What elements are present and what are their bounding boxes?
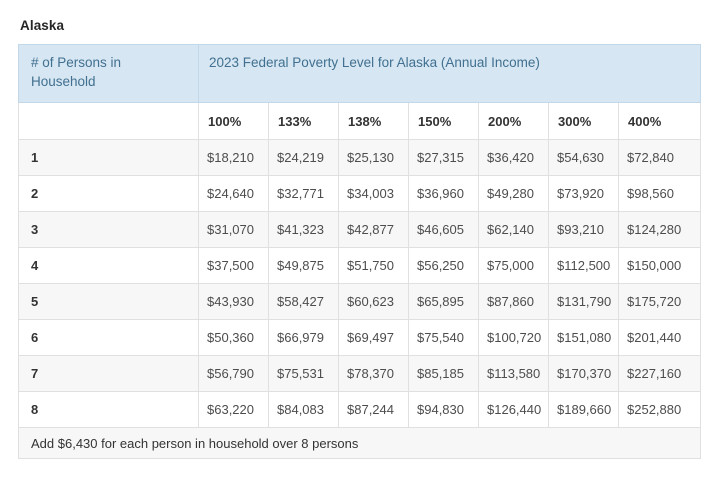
value-cell: $27,315	[408, 139, 479, 176]
value-cell: $98,560	[617, 175, 702, 212]
value-cell: $56,790	[198, 355, 269, 392]
value-cell: $227,160	[617, 355, 702, 392]
value-cell: $51,750	[338, 247, 409, 284]
percent-header-300: 300%	[548, 102, 619, 140]
value-cell: $50,360	[198, 319, 269, 356]
value-cell: $36,420	[478, 139, 549, 176]
value-cell: $189,660	[548, 391, 619, 428]
value-cell: $126,440	[478, 391, 549, 428]
value-cell: $49,875	[268, 247, 339, 284]
persons-cell: 4	[18, 247, 199, 284]
value-cell: $94,830	[408, 391, 479, 428]
percent-header-100: 100%	[198, 102, 269, 140]
persons-cell: 1	[18, 139, 199, 176]
value-cell: $43,930	[198, 283, 269, 320]
page-title: Alaska	[20, 18, 65, 33]
value-cell: $36,960	[408, 175, 479, 212]
value-cell: $151,080	[548, 319, 619, 356]
persons-cell: 6	[18, 319, 199, 356]
value-cell: $34,003	[338, 175, 409, 212]
value-cell: $46,605	[408, 211, 479, 248]
value-cell: $60,623	[338, 283, 409, 320]
footer-note-row: Add $6,430 for each person in household …	[17, 427, 702, 459]
value-cell: $72,840	[617, 139, 702, 176]
value-cell: $175,720	[617, 283, 702, 320]
value-cell: $150,000	[617, 247, 702, 284]
value-cell: $32,771	[268, 175, 339, 212]
percent-header-200: 200%	[478, 102, 549, 140]
value-cell: $100,720	[478, 319, 549, 356]
table-foot: Add $6,430 for each person in household …	[17, 427, 702, 459]
value-cell: $75,000	[478, 247, 549, 284]
persons-cell: 8	[18, 391, 199, 428]
value-cell: $54,630	[548, 139, 619, 176]
value-cell: $66,979	[268, 319, 339, 356]
value-cell: $62,140	[478, 211, 549, 248]
value-cell: $131,790	[548, 283, 619, 320]
persons-cell: 5	[18, 283, 199, 320]
value-cell: $75,540	[408, 319, 479, 356]
table-header-row: # of Persons in Household 2023 Federal P…	[18, 44, 702, 103]
persons-cell: 7	[18, 355, 199, 392]
persons-cell: 2	[18, 175, 199, 212]
value-cell: $93,210	[548, 211, 619, 248]
value-cell: $31,070	[198, 211, 269, 248]
percent-header-row: 100% 133% 138% 150% 200% 300% 400%	[18, 102, 702, 140]
value-cell: $65,895	[408, 283, 479, 320]
percent-header-150: 150%	[408, 102, 479, 140]
table-row: 2 $24,640 $32,771 $34,003 $36,960 $49,28…	[18, 175, 702, 212]
value-cell: $63,220	[198, 391, 269, 428]
value-cell: $78,370	[338, 355, 409, 392]
persons-header-cell: # of Persons in Household	[18, 44, 199, 103]
value-cell: $75,531	[268, 355, 339, 392]
fpl-table: # of Persons in Household 2023 Federal P…	[17, 44, 702, 459]
table-row: 4 $37,500 $49,875 $51,750 $56,250 $75,00…	[18, 247, 702, 284]
table-row: 5 $43,930 $58,427 $60,623 $65,895 $87,86…	[18, 283, 702, 320]
footer-note: Add $6,430 for each person in household …	[17, 427, 702, 459]
table-row: 6 $50,360 $66,979 $69,497 $75,540 $100,7…	[18, 319, 702, 356]
value-cell: $42,877	[338, 211, 409, 248]
value-cell: $87,860	[478, 283, 549, 320]
value-cell: $112,500	[548, 247, 619, 284]
table-row: 7 $56,790 $75,531 $78,370 $85,185 $113,5…	[18, 355, 702, 392]
empty-cell	[18, 102, 199, 140]
value-cell: $69,497	[338, 319, 409, 356]
table-body: 1 $18,210 $24,219 $25,130 $27,315 $36,42…	[18, 139, 702, 428]
value-cell: $87,244	[338, 391, 409, 428]
value-cell: $49,280	[478, 175, 549, 212]
value-cell: $113,580	[478, 355, 549, 392]
table-head: # of Persons in Household 2023 Federal P…	[18, 44, 702, 140]
value-cell: $41,323	[268, 211, 339, 248]
value-cell: $124,280	[617, 211, 702, 248]
table-row: 1 $18,210 $24,219 $25,130 $27,315 $36,42…	[18, 139, 702, 176]
value-cell: $58,427	[268, 283, 339, 320]
value-cell: $84,083	[268, 391, 339, 428]
value-cell: $201,440	[617, 319, 702, 356]
percent-header-133: 133%	[268, 102, 339, 140]
persons-cell: 3	[18, 211, 199, 248]
value-cell: $18,210	[198, 139, 269, 176]
percent-header-138: 138%	[338, 102, 409, 140]
value-cell: $85,185	[408, 355, 479, 392]
table-row: 3 $31,070 $41,323 $42,877 $46,605 $62,14…	[18, 211, 702, 248]
value-cell: $24,219	[268, 139, 339, 176]
value-cell: $37,500	[198, 247, 269, 284]
value-cell: $24,640	[198, 175, 269, 212]
value-cell: $170,370	[548, 355, 619, 392]
value-cell: $73,920	[548, 175, 619, 212]
value-cell: $56,250	[408, 247, 479, 284]
value-cell: $252,880	[617, 391, 702, 428]
fpl-header-cell: 2023 Federal Poverty Level for Alaska (A…	[197, 44, 702, 103]
percent-header-400: 400%	[617, 102, 702, 140]
value-cell: $25,130	[338, 139, 409, 176]
table-row: 8 $63,220 $84,083 $87,244 $94,830 $126,4…	[18, 391, 702, 428]
